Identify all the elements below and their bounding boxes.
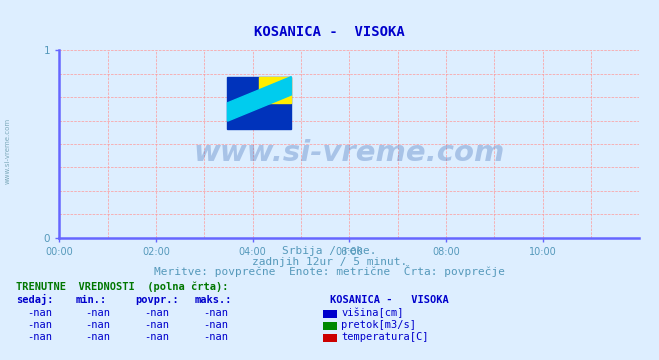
Text: zadnjih 12ur / 5 minut.: zadnjih 12ur / 5 minut. [252, 257, 407, 267]
Text: -nan: -nan [85, 332, 110, 342]
Text: -nan: -nan [27, 320, 52, 330]
Text: -nan: -nan [204, 320, 229, 330]
Text: KOSANICA -  VISOKA: KOSANICA - VISOKA [254, 25, 405, 39]
Bar [260, 77, 291, 103]
Text: www.si-vreme.com: www.si-vreme.com [194, 139, 505, 167]
Text: temperatura[C]: temperatura[C] [341, 332, 429, 342]
Text: pretok[m3/s]: pretok[m3/s] [341, 320, 416, 330]
Text: višina[cm]: višina[cm] [341, 308, 404, 318]
Text: -nan: -nan [144, 332, 169, 342]
Text: maks.:: maks.: [194, 295, 232, 305]
Text: povpr.:: povpr.: [135, 295, 179, 305]
Text: -nan: -nan [27, 308, 52, 318]
Text: -nan: -nan [27, 332, 52, 342]
Text: Srbija / reke.: Srbija / reke. [282, 246, 377, 256]
Text: -nan: -nan [144, 320, 169, 330]
Text: Meritve: povprečne  Enote: metrične  Črta: povprečje: Meritve: povprečne Enote: metrične Črta:… [154, 265, 505, 278]
Text: -nan: -nan [204, 308, 229, 318]
Text: sedaj:: sedaj: [16, 294, 54, 305]
Text: TRENUTNE  VREDNOSTI  (polna črta):: TRENUTNE VREDNOSTI (polna črta): [16, 281, 229, 292]
Text: -nan: -nan [85, 308, 110, 318]
Bar [227, 77, 291, 129]
Polygon shape [227, 77, 291, 121]
Text: -nan: -nan [144, 308, 169, 318]
Text: min.:: min.: [76, 295, 107, 305]
Text: -nan: -nan [204, 332, 229, 342]
Text: www.si-vreme.com: www.si-vreme.com [5, 118, 11, 184]
Text: -nan: -nan [85, 320, 110, 330]
Text: KOSANICA -   VISOKA: KOSANICA - VISOKA [330, 295, 448, 305]
